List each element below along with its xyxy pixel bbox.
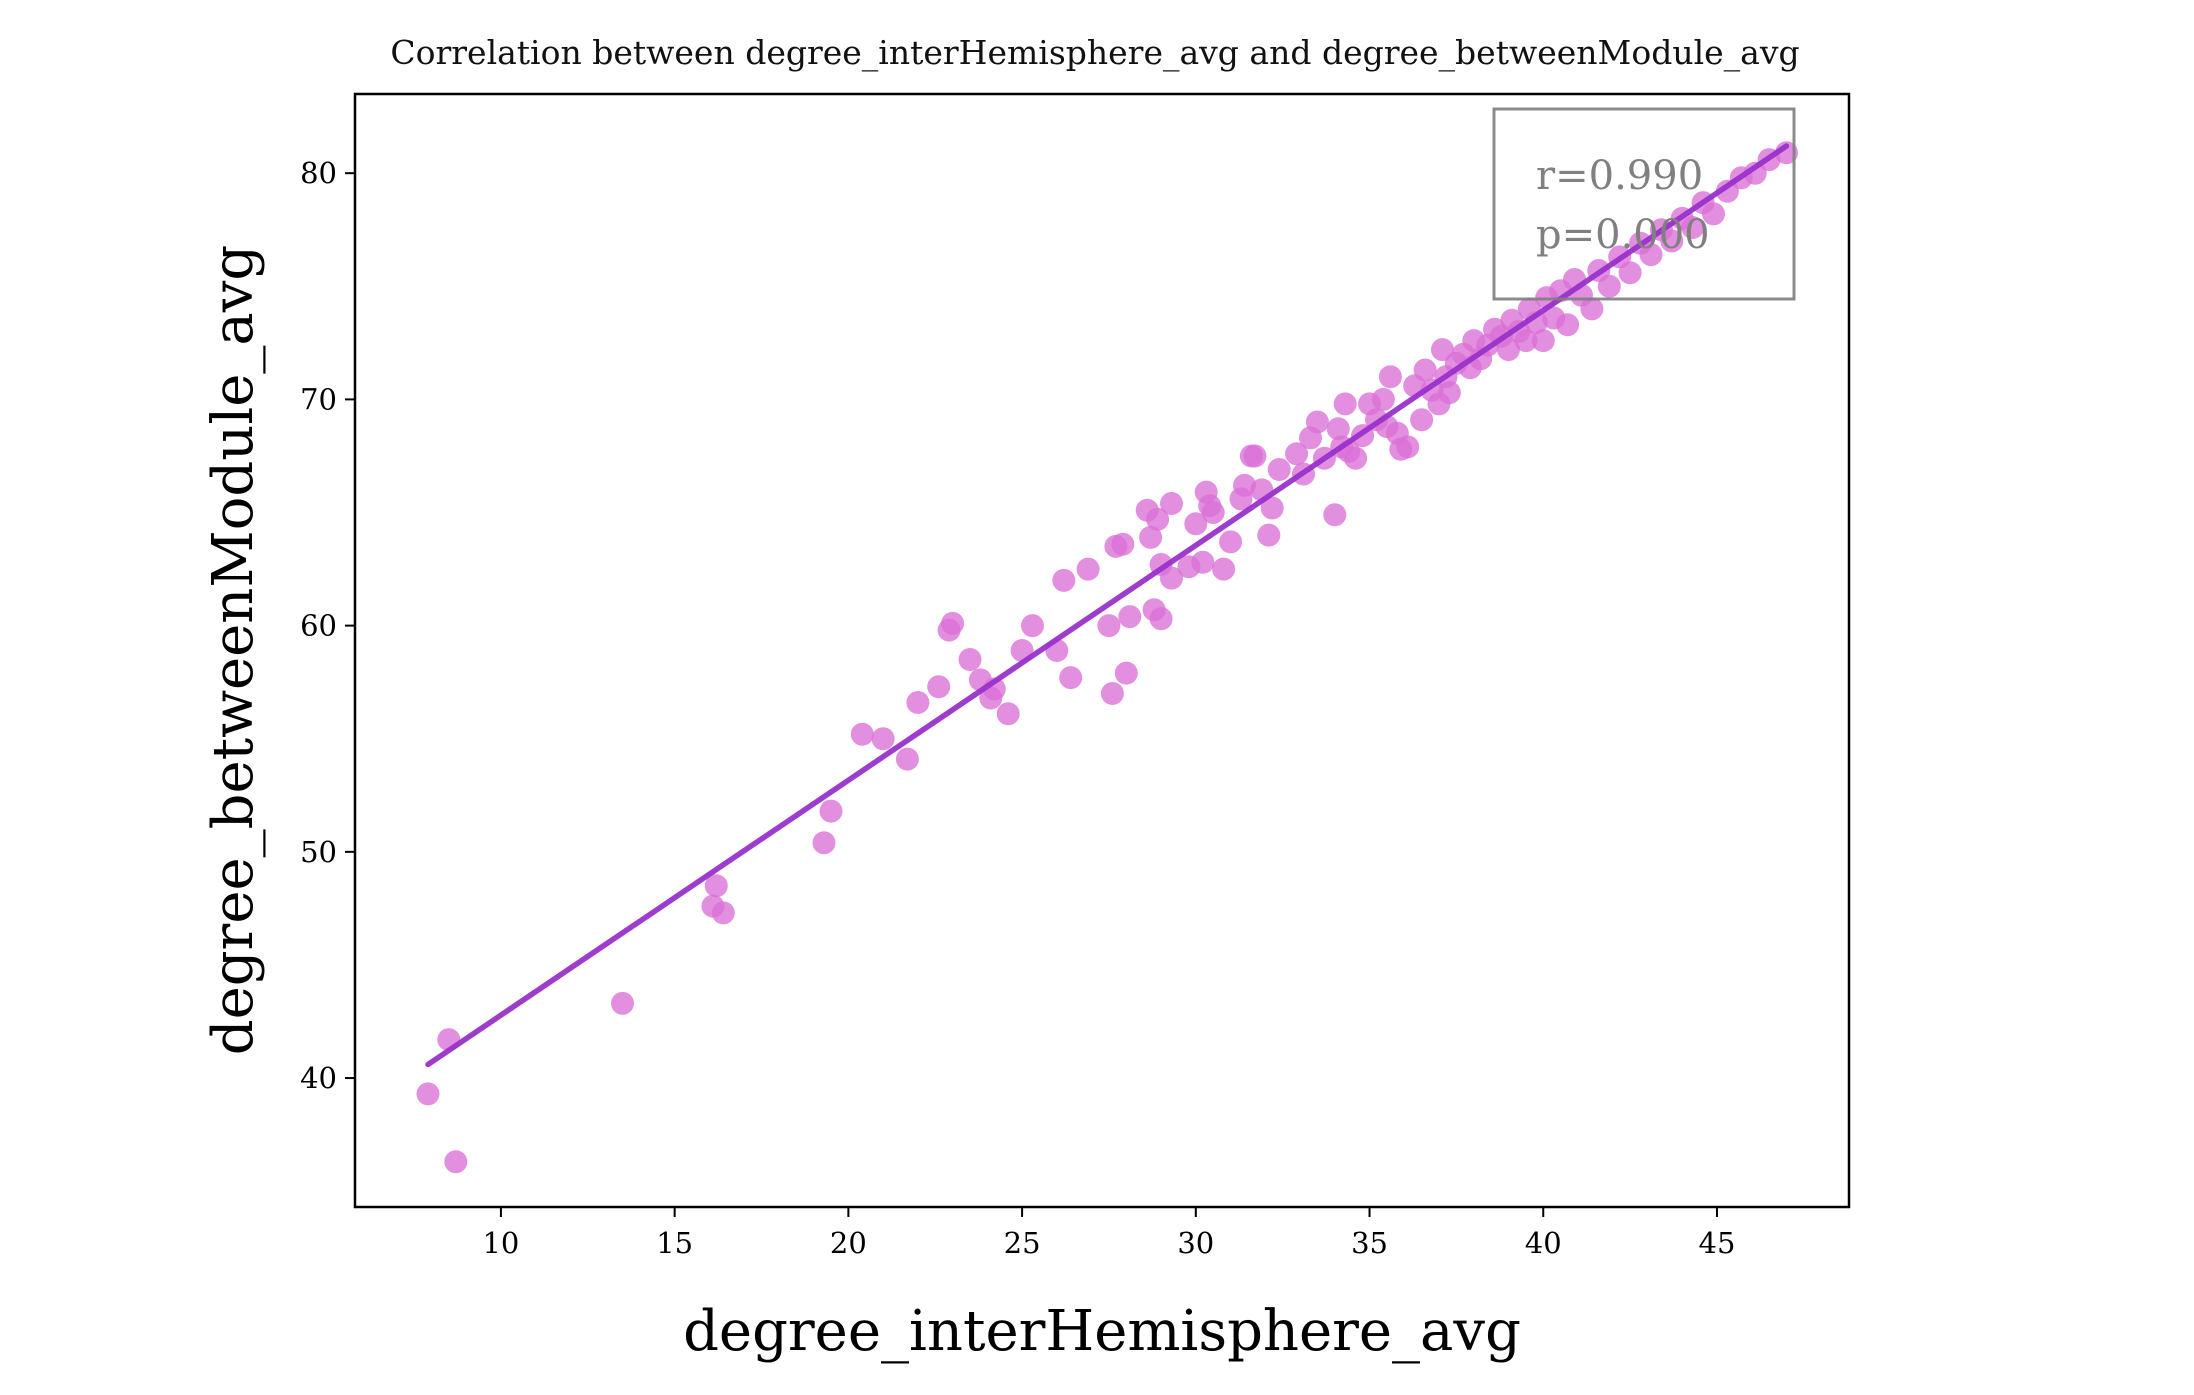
data-point-73 bbox=[1378, 365, 1402, 389]
x-tick-label-10: 10 bbox=[482, 1226, 519, 1260]
data-point-13 bbox=[927, 675, 951, 699]
y-tick-label-80: 80 bbox=[300, 156, 337, 190]
data-point-112 bbox=[1639, 243, 1663, 267]
x-tick-label-15: 15 bbox=[656, 1226, 693, 1260]
data-point-52 bbox=[1243, 444, 1267, 468]
regression-line bbox=[425, 143, 1790, 1068]
data-point-50 bbox=[1233, 473, 1256, 497]
data-point-22 bbox=[1021, 614, 1044, 638]
data-point-28 bbox=[1100, 682, 1124, 705]
x-axis-ticks: 10 15 20 25 30 35 40 45 bbox=[482, 1207, 1735, 1260]
data-point-39 bbox=[1160, 566, 1183, 590]
y-tick-label-40: 40 bbox=[300, 1061, 337, 1095]
data-point-24 bbox=[1052, 568, 1076, 592]
data-point-31 bbox=[1114, 661, 1138, 685]
data-point-57 bbox=[1285, 442, 1309, 466]
data-point-10 bbox=[871, 727, 895, 751]
annotation-box bbox=[1492, 107, 1796, 301]
data-point-2 bbox=[444, 1150, 468, 1174]
data-point-71 bbox=[1371, 387, 1395, 411]
data-point-62 bbox=[1323, 503, 1347, 527]
data-point-65 bbox=[1333, 392, 1357, 416]
data-point-63 bbox=[1326, 417, 1350, 441]
y-tick-label-70: 70 bbox=[300, 382, 337, 416]
data-point-40 bbox=[1160, 492, 1183, 515]
plot-frame bbox=[353, 92, 1851, 1209]
x-axis-label: degree_interHemisphere_avg bbox=[683, 1299, 1521, 1364]
data-point-20 bbox=[996, 702, 1020, 726]
data-point-15 bbox=[941, 611, 965, 635]
data-point-118 bbox=[1702, 202, 1725, 226]
data-point-46 bbox=[1201, 501, 1225, 524]
data-point-55 bbox=[1260, 496, 1284, 520]
data-point-34 bbox=[1139, 525, 1163, 549]
data-point-32 bbox=[1118, 605, 1142, 629]
data-point-27 bbox=[1097, 614, 1121, 638]
data-point-99 bbox=[1531, 329, 1555, 353]
data-point-25 bbox=[1059, 666, 1083, 690]
data-point-5 bbox=[704, 874, 728, 898]
x-tick-label-45: 45 bbox=[1699, 1226, 1736, 1260]
data-point-43 bbox=[1191, 550, 1215, 574]
y-tick-label-60: 60 bbox=[300, 609, 337, 643]
chart-title: Correlation between degree_interHemisphe… bbox=[390, 33, 1799, 73]
x-tick-label-40: 40 bbox=[1525, 1226, 1562, 1260]
data-point-103 bbox=[1556, 313, 1580, 337]
data-point-26 bbox=[1076, 557, 1100, 581]
data-point-38 bbox=[1149, 607, 1173, 631]
data-point-106 bbox=[1580, 297, 1604, 321]
data-point-47 bbox=[1212, 557, 1236, 581]
y-tick-label-50: 50 bbox=[300, 835, 337, 869]
regression-line-layer bbox=[425, 143, 1790, 1068]
data-point-96 bbox=[1514, 329, 1538, 353]
points-layer bbox=[416, 141, 1798, 1174]
data-point-9 bbox=[850, 722, 874, 746]
data-point-116 bbox=[1681, 216, 1705, 239]
data-point-48 bbox=[1219, 530, 1243, 554]
y-axis-label: degree_betweenModule_avg bbox=[201, 245, 266, 1056]
y-axis-ticks: 40 50 60 70 80 bbox=[300, 156, 355, 1095]
data-point-42 bbox=[1184, 512, 1208, 536]
data-point-6 bbox=[711, 901, 735, 925]
data-point-3 bbox=[611, 991, 634, 1015]
correlation-annotation: r=0.990 p=0.000 bbox=[1492, 107, 1796, 301]
data-point-54 bbox=[1257, 523, 1281, 547]
data-point-110 bbox=[1618, 261, 1642, 285]
data-point-108 bbox=[1597, 274, 1621, 298]
data-point-78 bbox=[1410, 408, 1434, 432]
data-point-114 bbox=[1660, 229, 1684, 253]
data-point-60 bbox=[1305, 410, 1329, 434]
x-tick-label-35: 35 bbox=[1351, 1226, 1388, 1260]
data-point-67 bbox=[1344, 446, 1368, 470]
data-point-84 bbox=[1437, 381, 1461, 405]
data-point-36 bbox=[1146, 507, 1170, 531]
data-point-76 bbox=[1396, 435, 1420, 459]
data-point-16 bbox=[958, 648, 982, 671]
x-tick-label-25: 25 bbox=[1004, 1226, 1041, 1260]
annotation-r-text: r=0.990 bbox=[1536, 153, 1703, 199]
data-point-0 bbox=[416, 1082, 440, 1106]
data-point-12 bbox=[906, 691, 930, 714]
x-tick-label-20: 20 bbox=[830, 1226, 867, 1260]
data-point-93 bbox=[1497, 338, 1520, 362]
data-point-56 bbox=[1267, 458, 1291, 481]
data-point-79 bbox=[1413, 358, 1437, 382]
data-point-11 bbox=[895, 747, 919, 771]
data-point-30 bbox=[1111, 532, 1135, 556]
annotation-p-text: p=0.000 bbox=[1536, 212, 1710, 258]
x-tick-label-30: 30 bbox=[1177, 1226, 1214, 1260]
data-point-8 bbox=[819, 799, 843, 823]
data-point-7 bbox=[812, 831, 836, 855]
